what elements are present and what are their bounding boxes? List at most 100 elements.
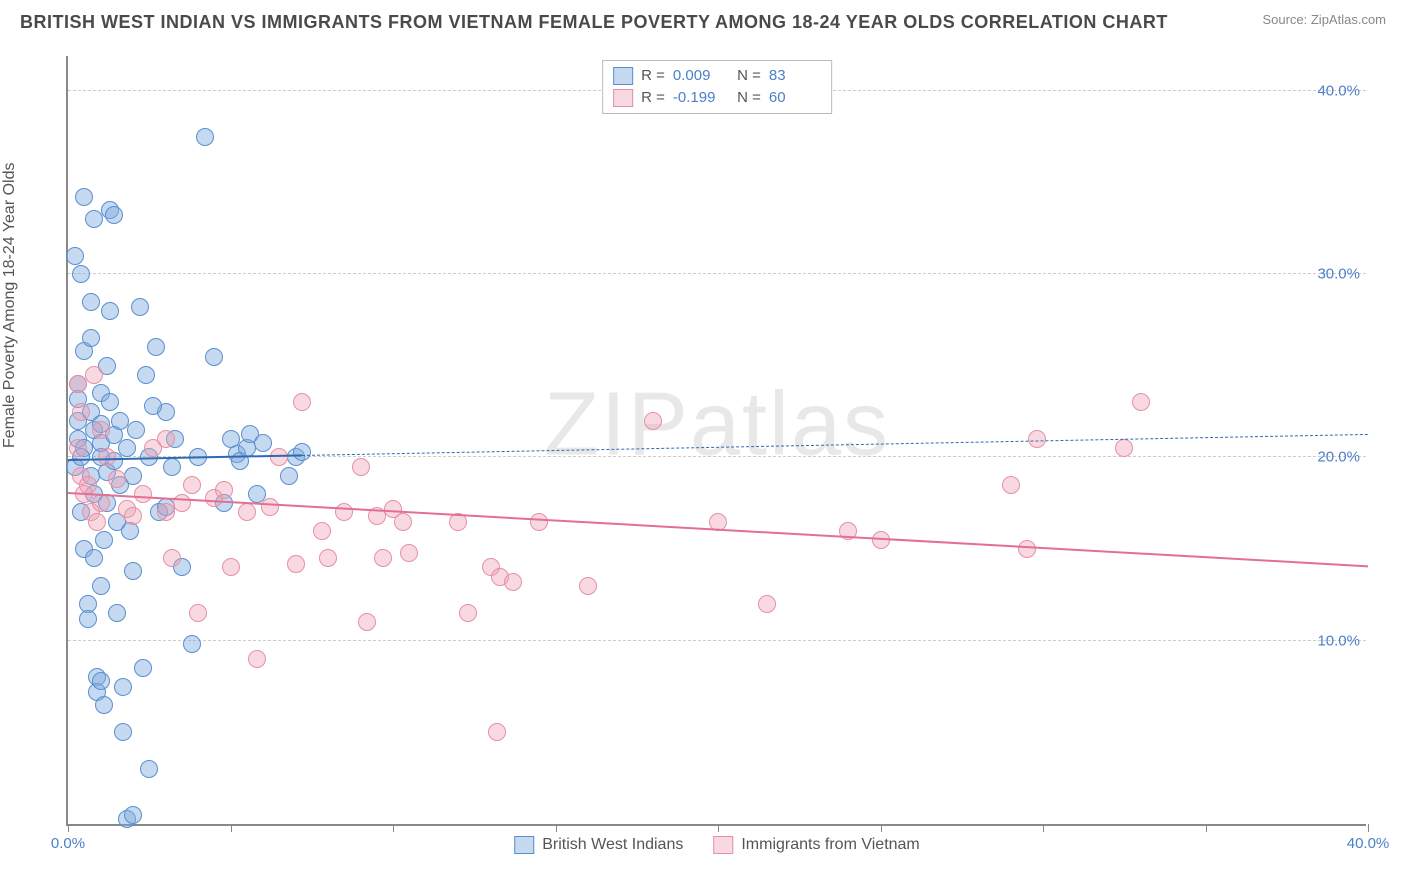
legend-item: Immigrants from Vietnam — [713, 836, 919, 854]
scatter-point — [82, 329, 100, 347]
scatter-point — [69, 375, 87, 393]
scatter-point — [137, 366, 155, 384]
scatter-point — [124, 467, 142, 485]
scatter-point — [173, 494, 191, 512]
scatter-point — [118, 439, 136, 457]
scatter-point — [131, 298, 149, 316]
correlation-legend: R = 0.009 N = 83R = -0.199 N = 60 — [602, 60, 832, 114]
scatter-point — [1018, 540, 1036, 558]
scatter-point — [95, 696, 113, 714]
watermark: ZIPatlas — [544, 373, 890, 476]
scatter-point — [222, 558, 240, 576]
scatter-point — [1132, 393, 1150, 411]
x-tick — [231, 824, 232, 832]
scatter-point — [293, 443, 311, 461]
scatter-point — [72, 403, 90, 421]
scatter-point — [124, 562, 142, 580]
legend-swatch — [613, 67, 633, 85]
y-tick-label: 30.0% — [1317, 266, 1360, 283]
x-tick — [556, 824, 557, 832]
y-tick-label: 20.0% — [1317, 449, 1360, 466]
scatter-point — [101, 302, 119, 320]
scatter-point — [92, 494, 110, 512]
x-tick — [881, 824, 882, 832]
x-tick — [1368, 824, 1369, 832]
scatter-point — [196, 128, 214, 146]
scatter-point — [504, 573, 522, 591]
scatter-point — [358, 613, 376, 631]
scatter-point — [95, 531, 113, 549]
scatter-point — [1115, 439, 1133, 457]
gridline — [68, 273, 1366, 274]
r-value: -0.199 — [673, 87, 725, 109]
legend-row: R = 0.009 N = 83 — [613, 65, 821, 87]
scatter-point — [157, 503, 175, 521]
scatter-point — [189, 604, 207, 622]
scatter-point — [88, 513, 106, 531]
scatter-point — [140, 760, 158, 778]
scatter-point — [85, 210, 103, 228]
series-legend: British West Indians Immigrants from Viet… — [514, 836, 920, 854]
scatter-point — [758, 595, 776, 613]
scatter-point — [134, 659, 152, 677]
r-value: 0.009 — [673, 65, 725, 87]
scatter-point — [124, 507, 142, 525]
scatter-point — [579, 577, 597, 595]
legend-item: British West Indians — [514, 836, 683, 854]
scatter-point — [352, 458, 370, 476]
r-label: R = — [641, 87, 665, 109]
scatter-point — [85, 366, 103, 384]
scatter-point — [1002, 476, 1020, 494]
legend-swatch — [613, 89, 633, 107]
scatter-point — [144, 397, 162, 415]
scatter-point — [644, 412, 662, 430]
scatter-point — [79, 476, 97, 494]
scatter-point — [111, 412, 129, 430]
scatter-point — [92, 421, 110, 439]
scatter-point — [287, 555, 305, 573]
scatter-point — [394, 513, 412, 531]
scatter-point — [215, 481, 233, 499]
trend-line — [302, 434, 1368, 456]
scatter-point — [530, 513, 548, 531]
scatter-point — [1028, 430, 1046, 448]
scatter-point — [183, 476, 201, 494]
gridline — [68, 640, 1366, 641]
x-tick — [68, 824, 69, 832]
legend-label: Immigrants from Vietnam — [741, 836, 919, 854]
scatter-point — [147, 338, 165, 356]
scatter-point — [238, 503, 256, 521]
scatter-point — [374, 549, 392, 567]
scatter-point — [488, 723, 506, 741]
x-tick-label: 0.0% — [51, 835, 85, 852]
scatter-point — [205, 348, 223, 366]
x-tick — [718, 824, 719, 832]
scatter-point — [85, 549, 103, 567]
scatter-point — [313, 522, 331, 540]
scatter-point — [114, 723, 132, 741]
scatter-point — [127, 421, 145, 439]
scatter-point — [92, 672, 110, 690]
scatter-point — [105, 206, 123, 224]
scatter-point — [270, 448, 288, 466]
scatter-point — [92, 577, 110, 595]
scatter-point — [163, 458, 181, 476]
source-label: Source: ZipAtlas.com — [1262, 12, 1386, 27]
y-tick-label: 10.0% — [1317, 632, 1360, 649]
trend-line — [68, 492, 1368, 567]
scatter-point — [114, 678, 132, 696]
n-label: N = — [733, 65, 761, 87]
scatter-point — [134, 485, 152, 503]
y-tick-label: 40.0% — [1317, 82, 1360, 99]
scatter-point — [280, 467, 298, 485]
scatter-point — [400, 544, 418, 562]
scatter-point — [124, 806, 142, 824]
n-label: N = — [733, 87, 761, 109]
scatter-point — [66, 247, 84, 265]
legend-swatch — [514, 836, 534, 854]
chart-title: BRITISH WEST INDIAN VS IMMIGRANTS FROM V… — [20, 12, 1168, 33]
scatter-point — [69, 439, 87, 457]
scatter-point — [183, 635, 201, 653]
scatter-point — [459, 604, 477, 622]
scatter-point — [293, 393, 311, 411]
